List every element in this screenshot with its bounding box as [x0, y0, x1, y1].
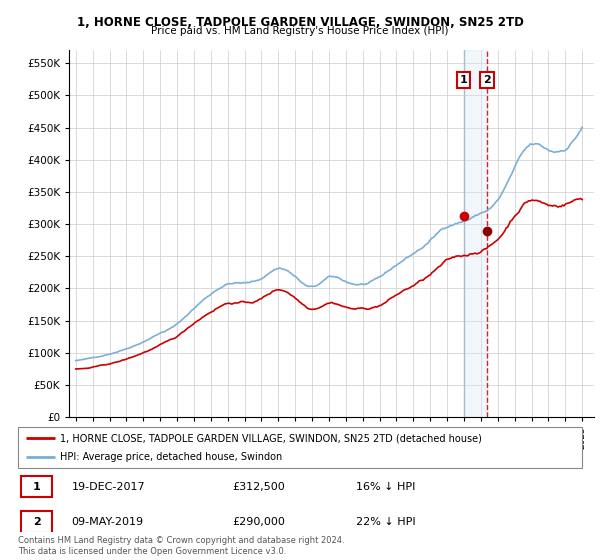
Text: 22% ↓ HPI: 22% ↓ HPI — [356, 517, 416, 527]
Text: 19-DEC-2017: 19-DEC-2017 — [71, 482, 145, 492]
Text: 2: 2 — [33, 517, 40, 527]
FancyBboxPatch shape — [21, 476, 52, 497]
Bar — [464, 50, 487, 417]
Text: 1: 1 — [33, 482, 40, 492]
FancyBboxPatch shape — [18, 427, 582, 468]
Text: £312,500: £312,500 — [232, 482, 285, 492]
Text: Price paid vs. HM Land Registry's House Price Index (HPI): Price paid vs. HM Land Registry's House … — [151, 26, 449, 36]
Text: 09-MAY-2019: 09-MAY-2019 — [71, 517, 144, 527]
Text: 16% ↓ HPI: 16% ↓ HPI — [356, 482, 416, 492]
FancyBboxPatch shape — [21, 511, 52, 533]
Text: 1, HORNE CLOSE, TADPOLE GARDEN VILLAGE, SWINDON, SN25 2TD (detached house): 1, HORNE CLOSE, TADPOLE GARDEN VILLAGE, … — [60, 433, 482, 443]
Text: £290,000: £290,000 — [232, 517, 285, 527]
Text: 1: 1 — [460, 74, 467, 85]
Text: Contains HM Land Registry data © Crown copyright and database right 2024.
This d: Contains HM Land Registry data © Crown c… — [18, 536, 344, 556]
Text: 1, HORNE CLOSE, TADPOLE GARDEN VILLAGE, SWINDON, SN25 2TD: 1, HORNE CLOSE, TADPOLE GARDEN VILLAGE, … — [77, 16, 523, 29]
Text: 2: 2 — [483, 74, 491, 85]
Text: HPI: Average price, detached house, Swindon: HPI: Average price, detached house, Swin… — [60, 452, 283, 461]
